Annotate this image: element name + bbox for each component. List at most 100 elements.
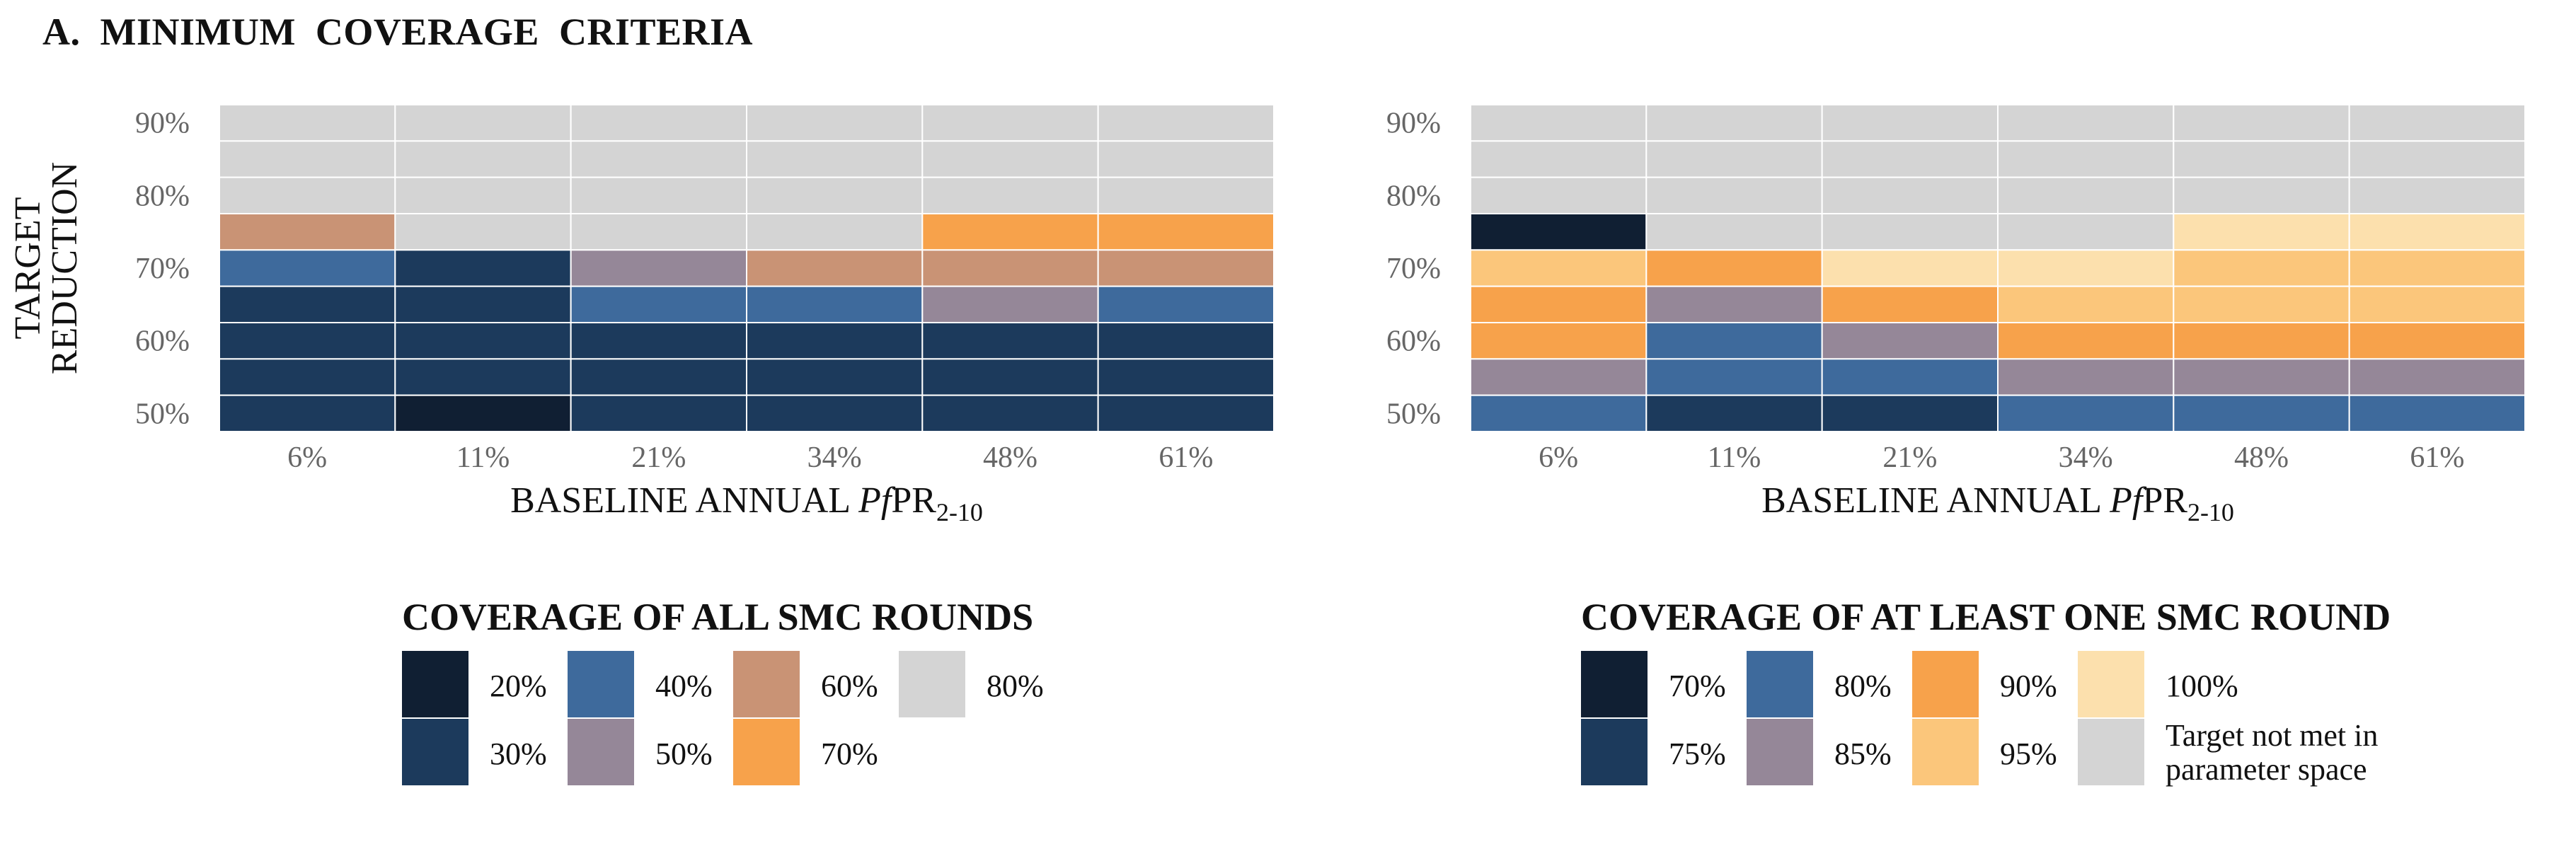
heatmap-cell bbox=[394, 322, 572, 360]
x-tick-label: 21% bbox=[631, 441, 686, 474]
heatmap-cell bbox=[1821, 394, 1999, 433]
heatmap-cell bbox=[1470, 249, 1648, 287]
heatmap-cell bbox=[219, 394, 396, 433]
legend-all-rounds: COVERAGE OF ALL SMC ROUNDS 20% 30% 40% 50% 60… bbox=[402, 596, 1044, 785]
heatmap-cell bbox=[1097, 213, 1275, 251]
legend-label: 95% bbox=[2000, 737, 2057, 771]
heatmap-cell bbox=[1821, 176, 1999, 215]
heatmap-cell bbox=[746, 176, 924, 215]
heatmap-cell bbox=[1821, 104, 1999, 142]
heatmap-cell bbox=[394, 394, 572, 433]
heatmap-cell bbox=[746, 358, 924, 396]
heatmap-cell bbox=[746, 322, 924, 360]
heatmap-cell bbox=[1097, 358, 1275, 396]
x-tick-label: 21% bbox=[1882, 441, 1937, 474]
legend-swatch bbox=[899, 651, 965, 717]
heatmap-cell bbox=[570, 140, 748, 178]
heatmap-cell bbox=[2348, 249, 2526, 287]
legend-title: COVERAGE OF ALL SMC ROUNDS bbox=[402, 596, 1033, 638]
legend-label: 60% bbox=[821, 669, 878, 703]
y-tick-label: 70% bbox=[1386, 253, 1441, 285]
legend-swatch bbox=[2078, 651, 2144, 717]
heatmap-cell bbox=[746, 140, 924, 178]
y-tick-label: 50% bbox=[1386, 398, 1441, 430]
heatmap-panel-at-least-one: 50% 60% 70% 80% 90% 6% 11% 21% 34% 48% 61% BASELINE… bbox=[1386, 104, 2526, 526]
x-tick-label: 48% bbox=[2234, 441, 2289, 474]
heatmap-cell bbox=[570, 394, 748, 433]
y-tick-label: 90% bbox=[1386, 108, 1441, 140]
y-axis-title: TARGETREDUCTION bbox=[8, 162, 85, 374]
heatmap-cell bbox=[219, 322, 396, 360]
heatmap-cell bbox=[394, 285, 572, 323]
heatmap-cell bbox=[1470, 285, 1648, 323]
heatmap-cell bbox=[1997, 213, 2175, 251]
legend-swatch bbox=[568, 719, 634, 785]
y-tick-label: 80% bbox=[1386, 180, 1441, 212]
heatmap-cell bbox=[921, 140, 1099, 178]
heatmap-cell bbox=[1645, 394, 1823, 433]
heatmap-cell bbox=[746, 285, 924, 323]
y-tick-label: 60% bbox=[1386, 325, 1441, 358]
legend-label: 70% bbox=[821, 737, 878, 771]
y-tick-label: 80% bbox=[135, 180, 190, 212]
heatmap-cell bbox=[1470, 358, 1648, 396]
heatmap-cell bbox=[1997, 394, 2175, 433]
legend-swatch bbox=[568, 651, 634, 717]
heatmap-cell bbox=[1997, 140, 2175, 178]
heatmap-cell bbox=[921, 285, 1099, 323]
heatmap-cell bbox=[1645, 176, 1823, 215]
heatmap-cell bbox=[1097, 176, 1275, 215]
heatmap-cell bbox=[394, 213, 572, 251]
heatmap-cell bbox=[2348, 213, 2526, 251]
heatmap-cell bbox=[2173, 285, 2350, 323]
x-tick-label: 61% bbox=[1158, 441, 1213, 474]
heatmap-cell bbox=[2348, 322, 2526, 360]
heatmap-cell bbox=[1821, 285, 1999, 323]
legend-swatch bbox=[733, 651, 800, 717]
legend-label: 40% bbox=[655, 669, 713, 703]
heatmap-cell bbox=[394, 176, 572, 215]
x-axis-title: BASELINE ANNUAL PfPR2-10 bbox=[1761, 480, 2234, 526]
legend-label: 80% bbox=[1834, 669, 1892, 703]
heatmap-cell bbox=[570, 249, 748, 287]
heatmap-cell bbox=[1645, 358, 1823, 396]
heatmap-cell bbox=[1645, 322, 1823, 360]
heatmap-cell bbox=[1821, 140, 1999, 178]
legend-label: 20% bbox=[490, 669, 547, 703]
heatmap-cell bbox=[1997, 176, 2175, 215]
heatmap-cell bbox=[1821, 322, 1999, 360]
heatmap-cell bbox=[746, 213, 924, 251]
heatmap-cell bbox=[1470, 140, 1648, 178]
heatmap-cell bbox=[921, 176, 1099, 215]
heatmap-cell bbox=[2173, 176, 2350, 215]
heatmap-cell bbox=[2173, 322, 2350, 360]
legend-swatch bbox=[1912, 651, 1979, 717]
heatmap-cell bbox=[219, 358, 396, 396]
heatmap-cell bbox=[1645, 140, 1823, 178]
heatmap-cell bbox=[2348, 285, 2526, 323]
heatmap-cell bbox=[921, 104, 1099, 142]
heatmap-cell bbox=[570, 322, 748, 360]
x-axis-title: BASELINE ANNUAL PfPR2-10 bbox=[510, 480, 983, 526]
heatmap-cell bbox=[746, 249, 924, 287]
legend-label: 75% bbox=[1669, 737, 1726, 771]
x-tick-label: 11% bbox=[1708, 441, 1761, 474]
legend-at-least-one: COVERAGE OF AT LEAST ONE SMC ROUND 70% 75%… bbox=[1581, 596, 2391, 787]
legend-swatch bbox=[1581, 719, 1648, 785]
legend-swatch bbox=[1912, 719, 1979, 785]
heatmap-cell bbox=[394, 104, 572, 142]
y-tick-label: 60% bbox=[135, 325, 190, 358]
heatmap-cell bbox=[2348, 104, 2526, 142]
heatmap-cell bbox=[1470, 176, 1648, 215]
legend-swatch bbox=[1747, 651, 1813, 717]
x-tick-label: 34% bbox=[2059, 441, 2113, 474]
x-tick-label: 48% bbox=[983, 441, 1037, 474]
legend-label: Target not met in parameter space bbox=[2166, 718, 2378, 787]
heatmap-cell bbox=[2348, 140, 2526, 178]
heatmap-cell bbox=[2348, 358, 2526, 396]
legend-label: 90% bbox=[2000, 669, 2057, 703]
heatmap-cell bbox=[219, 140, 396, 178]
heatmap-cell bbox=[394, 140, 572, 178]
legend-swatch bbox=[1581, 651, 1648, 717]
